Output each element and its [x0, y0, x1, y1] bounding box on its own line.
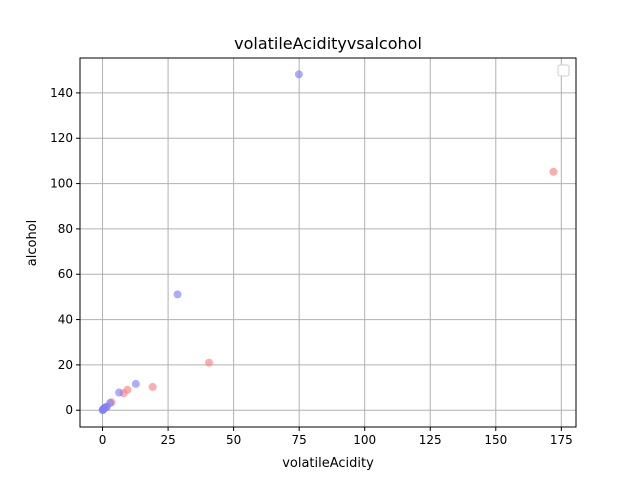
data-point-series-2 [131, 379, 140, 388]
axes-frame [79, 57, 577, 428]
data-points [98, 70, 558, 415]
legend-box [557, 64, 570, 77]
y-axis-label: alcohol [25, 220, 40, 266]
y-tick-label: 120 [50, 131, 73, 145]
x-axis-label: volatileAcidity [282, 456, 374, 471]
x-tick-label: 125 [419, 433, 442, 447]
x-tick-label: 75 [292, 433, 307, 447]
x-tick-label: 100 [353, 433, 376, 447]
y-tick-label: 0 [65, 403, 73, 417]
y-tick-label: 40 [58, 313, 73, 327]
data-point-series-2 [173, 290, 182, 299]
chart-title: volatileAcidityvsalcohol [234, 34, 422, 53]
data-point-series-1 [204, 358, 213, 367]
data-point-series-1 [549, 167, 558, 176]
data-point-series-2 [98, 406, 107, 415]
y-tick-label: 80 [58, 222, 73, 236]
data-point-series-2 [294, 70, 303, 79]
x-tick-label: 25 [160, 433, 175, 447]
y-tick-label: 140 [50, 86, 73, 100]
x-tick-label: 50 [226, 433, 241, 447]
x-tick-label: 175 [550, 433, 573, 447]
y-tick-label: 60 [58, 267, 73, 281]
y-tick-label: 20 [58, 358, 73, 372]
grid-lines [80, 58, 576, 427]
x-tick-label: 150 [484, 433, 507, 447]
data-point-series-1 [148, 382, 157, 391]
y-tick-label: 100 [50, 177, 73, 191]
x-tick-label: 0 [99, 433, 107, 447]
y-ticks: 0 20 40 60 80 100 120 140 [50, 86, 80, 417]
x-ticks: 0 25 50 75 100 125 150 175 [99, 427, 573, 447]
data-point-series-2 [115, 388, 124, 397]
